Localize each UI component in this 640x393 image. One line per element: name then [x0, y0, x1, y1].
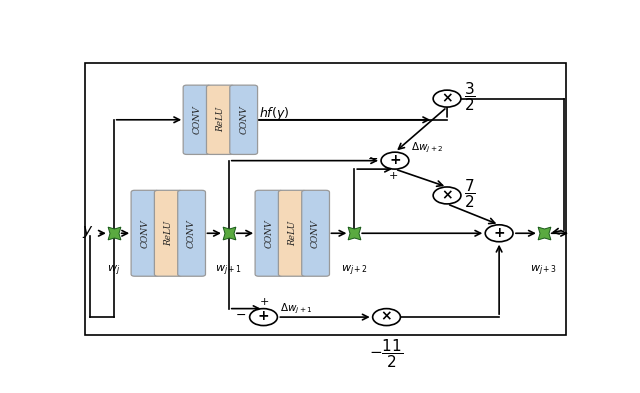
- Text: $\Delta w_{j+1}$: $\Delta w_{j+1}$: [280, 301, 312, 316]
- Text: $y$: $y$: [82, 224, 93, 240]
- Circle shape: [372, 309, 401, 325]
- Text: CONV: CONV: [264, 219, 273, 248]
- FancyBboxPatch shape: [131, 190, 159, 276]
- Text: ×: ×: [441, 188, 453, 202]
- Text: CONV: CONV: [193, 105, 202, 134]
- Circle shape: [381, 152, 409, 169]
- Text: $w_{j+2}$: $w_{j+2}$: [341, 264, 368, 278]
- Text: $w_{j+1}$: $w_{j+1}$: [215, 264, 243, 278]
- Text: $-\dfrac{11}{2}$: $-\dfrac{11}{2}$: [369, 338, 404, 371]
- Circle shape: [433, 90, 461, 107]
- Text: $\dfrac{7}{2}$: $\dfrac{7}{2}$: [464, 178, 476, 210]
- Text: +: +: [493, 226, 505, 240]
- FancyBboxPatch shape: [183, 85, 211, 154]
- Text: −: −: [236, 309, 246, 322]
- Text: $\Delta w_{j+2}$: $\Delta w_{j+2}$: [412, 140, 444, 154]
- Text: +: +: [388, 171, 397, 181]
- Text: ReLU: ReLU: [164, 220, 173, 246]
- Circle shape: [250, 309, 277, 325]
- FancyBboxPatch shape: [230, 85, 257, 154]
- Text: ×: ×: [381, 309, 392, 323]
- FancyBboxPatch shape: [207, 85, 234, 154]
- FancyBboxPatch shape: [178, 190, 205, 276]
- Text: +: +: [389, 153, 401, 167]
- Text: CONV: CONV: [239, 105, 248, 134]
- Text: $\dfrac{3}{2}$: $\dfrac{3}{2}$: [464, 81, 476, 114]
- Circle shape: [433, 187, 461, 204]
- Text: CONV: CONV: [140, 219, 150, 248]
- Text: CONV: CONV: [187, 219, 196, 248]
- Text: $w_j$: $w_j$: [107, 264, 120, 278]
- FancyBboxPatch shape: [255, 190, 283, 276]
- FancyBboxPatch shape: [278, 190, 306, 276]
- Text: +: +: [259, 298, 269, 307]
- Text: +: +: [258, 309, 269, 323]
- Text: CONV: CONV: [311, 219, 320, 248]
- FancyBboxPatch shape: [154, 190, 182, 276]
- Text: ×: ×: [441, 91, 453, 105]
- Text: −: −: [367, 153, 378, 166]
- Text: ReLU: ReLU: [216, 107, 225, 132]
- Text: ReLU: ReLU: [288, 220, 297, 246]
- Text: $w_{j+3}$: $w_{j+3}$: [530, 264, 557, 278]
- FancyBboxPatch shape: [301, 190, 330, 276]
- Text: $hf(y)$: $hf(y)$: [259, 105, 289, 121]
- Circle shape: [485, 225, 513, 242]
